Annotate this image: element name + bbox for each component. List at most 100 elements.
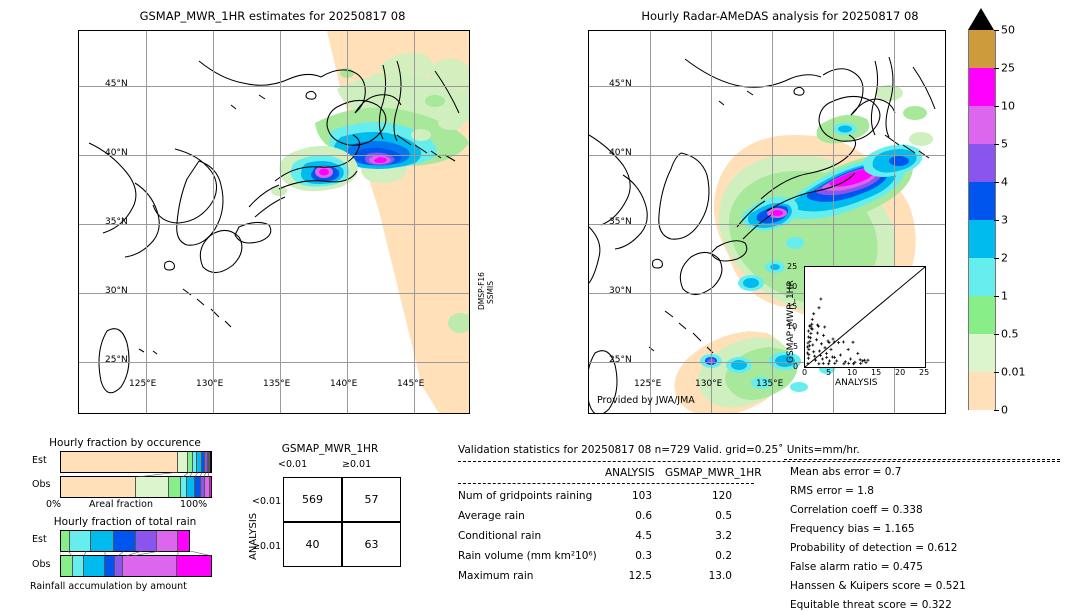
bar-segment-0.01: [177, 452, 189, 472]
bar-segment-0: [61, 477, 136, 497]
scatter-ytick-10: 10: [787, 322, 798, 331]
colorbar-label-4: 4: [1001, 175, 1008, 189]
colorbar-tick-3: [994, 220, 999, 221]
error-stat-2: Correlation coeff = 0.338: [790, 504, 923, 516]
left-panel-title: GSMAP_MWR_1HR estimates for 20250817 08: [139, 9, 406, 23]
bar-segment-0: [61, 452, 178, 472]
left-map-lon-135: 135°E: [263, 379, 291, 389]
error-stat-3: Frequency bias = 1.165: [790, 523, 915, 535]
colorbar-band-25: [968, 68, 996, 106]
contingency-row-header: ANALYSIS: [248, 512, 259, 560]
bar-segment-2: [197, 452, 202, 472]
bar-segment-4: [115, 556, 123, 576]
scatter-plot-inset: [804, 266, 926, 368]
totalrain-connector-lines: [60, 551, 212, 556]
validation-row-estimate-1: 0.5: [715, 510, 732, 522]
error-stat-0: Mean abs error = 0.7: [790, 466, 902, 478]
error-stat-6: Hanssen & Kuipers score = 0.521: [790, 580, 966, 592]
bar-segment-4: [204, 452, 208, 472]
totalrain-bar-obs: [60, 555, 212, 577]
colorbar-label-5: 5: [1001, 137, 1008, 151]
left-map-lat-45: 45°N: [105, 79, 128, 89]
colorbar-band-1: [968, 296, 996, 334]
validation-row-label-1: Average rain: [458, 510, 525, 522]
bar-segment-2: [187, 477, 195, 497]
colorbar-label-10: 10: [1001, 99, 1015, 113]
contingency-cell-miss: 40: [283, 522, 342, 567]
bar-segment-1: [73, 556, 84, 576]
bar-segment-10: [176, 556, 211, 576]
totalrain-row-label-est: Est: [32, 534, 47, 545]
error-stat-5: False alarm ratio = 0.475: [790, 561, 923, 573]
validation-row-analysis-1: 0.6: [635, 510, 652, 522]
bar-segment-2: [91, 531, 115, 551]
colorbar-label-50: 50: [1001, 23, 1015, 37]
colorbar-tick-4: [994, 182, 999, 183]
provider-credit: Provided by JWA/JMA: [597, 395, 695, 406]
bar-segment-3: [201, 452, 205, 472]
left-map-lon-140: 140°E: [330, 379, 358, 389]
colorbar-tick-5: [994, 144, 999, 145]
left-map-lat-25: 25°N: [105, 355, 128, 365]
scatter-ytick-0: 0: [793, 362, 799, 371]
contingency-cell-false-alarm: 57: [342, 477, 401, 522]
occurrence-axis-label: Areal fraction: [89, 499, 154, 510]
bar-segment-0.5: [61, 556, 73, 576]
scatter-xtick-15: 15: [871, 368, 882, 377]
scatter-xtick-10: 10: [847, 368, 858, 377]
satellite-label-instrument: SSMIS: [486, 281, 495, 304]
colorbar-band-5: [968, 144, 996, 182]
left-map-lat-35: 35°N: [105, 217, 128, 227]
occurrence-bar-est: [60, 451, 212, 473]
left-map-lon-130: 130°E: [196, 379, 224, 389]
bar-segment-5: [205, 477, 210, 497]
left-map-lon-125: 125°E: [129, 379, 157, 389]
contingency-row-label-ge: ≥0.01: [252, 541, 282, 552]
contingency-row-label-lt: <0.01: [252, 496, 282, 507]
bar-segment-1: [192, 452, 198, 472]
validation-row-label-0: Num of gridpoints raining: [458, 490, 593, 502]
right-map-lon-130: 130°E: [695, 379, 723, 389]
bar-segment-0.5: [188, 452, 193, 472]
validation-row-analysis-4: 12.5: [628, 570, 652, 582]
right-map-lat-30: 30°N: [609, 286, 632, 296]
scatter-xaxis-label: ANALYSIS: [835, 378, 878, 388]
bar-segment-0.5: [61, 531, 71, 551]
right-panel-title: Hourly Radar-AMeDAS analysis for 2025081…: [641, 9, 919, 23]
bar-segment-25: [210, 452, 212, 472]
scatter-yaxis-label: GSMAP_MWR_1HR: [786, 280, 796, 363]
colorbar-label-2: 2: [1001, 251, 1008, 265]
left-map-lon-145: 145°E: [397, 379, 425, 389]
validation-row-estimate-2: 3.2: [715, 530, 732, 542]
totalrain-bar-est: [60, 530, 190, 552]
colorbar-band-2: [968, 258, 996, 296]
scatter-xtick-25: 25: [919, 368, 930, 377]
validation-col-header-analysis: ANALYSIS: [605, 467, 655, 479]
contingency-col-label-lt: <0.01: [278, 459, 308, 470]
scatter-xtick-20: 20: [895, 368, 906, 377]
contingency-col-label-ge: ≥0.01: [342, 459, 372, 470]
bar-segment-10: [209, 452, 211, 472]
error-stat-7: Equitable threat score = 0.322: [790, 599, 952, 611]
colorbar-label-1: 1: [1001, 289, 1008, 303]
scatter-points: [805, 267, 925, 367]
radar-amedas-map: 45°N 40°N 35°N 30°N 25°N 125°E 130°E 135…: [588, 30, 946, 414]
validation-row-analysis-0: 103: [631, 490, 652, 502]
colorbar-band-10: [968, 106, 996, 144]
right-map-lon-135: 135°E: [756, 379, 784, 389]
contingency-cell-hit: 63: [342, 522, 401, 567]
bar-segment-5: [156, 531, 179, 551]
right-map-lat-25: 25°N: [609, 355, 632, 365]
colorbar-tick-0.01: [994, 372, 999, 373]
contingency-cell-hit-none: 569: [283, 477, 342, 522]
bar-segment-0.01: [136, 477, 169, 497]
error-stats-rule: [784, 459, 1060, 460]
colorbar-label-0.5: 0.5: [1001, 327, 1019, 341]
right-map-lon-125: 125°E: [634, 379, 662, 389]
validation-row-analysis-2: 4.5: [635, 530, 652, 542]
right-map-graphics: [589, 56, 936, 413]
bar-segment-5: [122, 556, 177, 576]
validation-col-rule: [458, 483, 754, 484]
colorbar-label-0.01: 0.01: [1001, 365, 1026, 379]
colorbar-arrow-icon: [968, 8, 994, 30]
